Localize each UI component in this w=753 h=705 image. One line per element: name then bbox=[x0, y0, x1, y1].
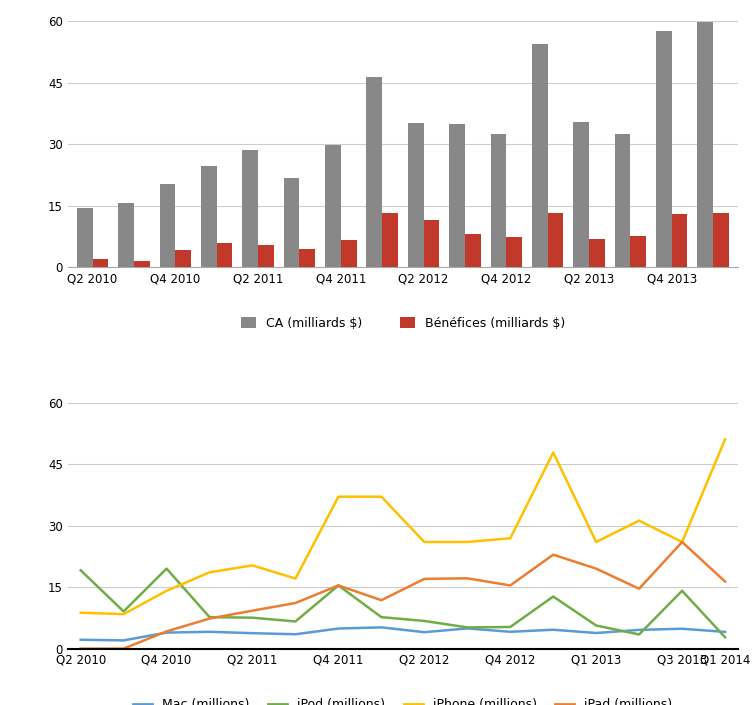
Bar bbox=[713, 214, 729, 267]
Bar bbox=[341, 240, 356, 267]
Bar bbox=[573, 123, 589, 267]
Bar bbox=[614, 134, 630, 267]
Bar bbox=[175, 250, 191, 267]
Bar bbox=[284, 178, 300, 267]
Bar bbox=[672, 214, 687, 267]
Bar bbox=[532, 44, 547, 267]
Bar bbox=[656, 31, 672, 267]
Bar bbox=[383, 214, 398, 267]
Bar bbox=[300, 249, 316, 267]
Bar bbox=[242, 150, 258, 267]
Bar bbox=[490, 134, 506, 267]
Bar bbox=[465, 233, 480, 267]
Bar bbox=[547, 214, 563, 267]
Legend: Mac (millions), iPod (millions), iPhone (millions), iPad (millions): Mac (millions), iPod (millions), iPhone … bbox=[129, 693, 677, 705]
Bar bbox=[589, 239, 605, 267]
Bar bbox=[118, 203, 134, 267]
Bar bbox=[77, 208, 93, 267]
Bar bbox=[201, 166, 217, 267]
Bar bbox=[258, 245, 274, 267]
Legend: CA (milliards $), Bénéfices (milliards $): CA (milliards $), Bénéfices (milliards $… bbox=[236, 312, 570, 335]
Bar bbox=[408, 123, 423, 267]
Bar bbox=[217, 243, 233, 267]
Bar bbox=[160, 184, 175, 267]
Bar bbox=[134, 261, 150, 267]
Bar bbox=[630, 236, 646, 267]
Bar bbox=[367, 78, 383, 267]
Bar bbox=[450, 123, 465, 267]
Bar bbox=[506, 238, 522, 267]
Bar bbox=[325, 145, 341, 267]
Bar bbox=[93, 259, 108, 267]
Bar bbox=[697, 23, 713, 267]
Bar bbox=[423, 220, 439, 267]
